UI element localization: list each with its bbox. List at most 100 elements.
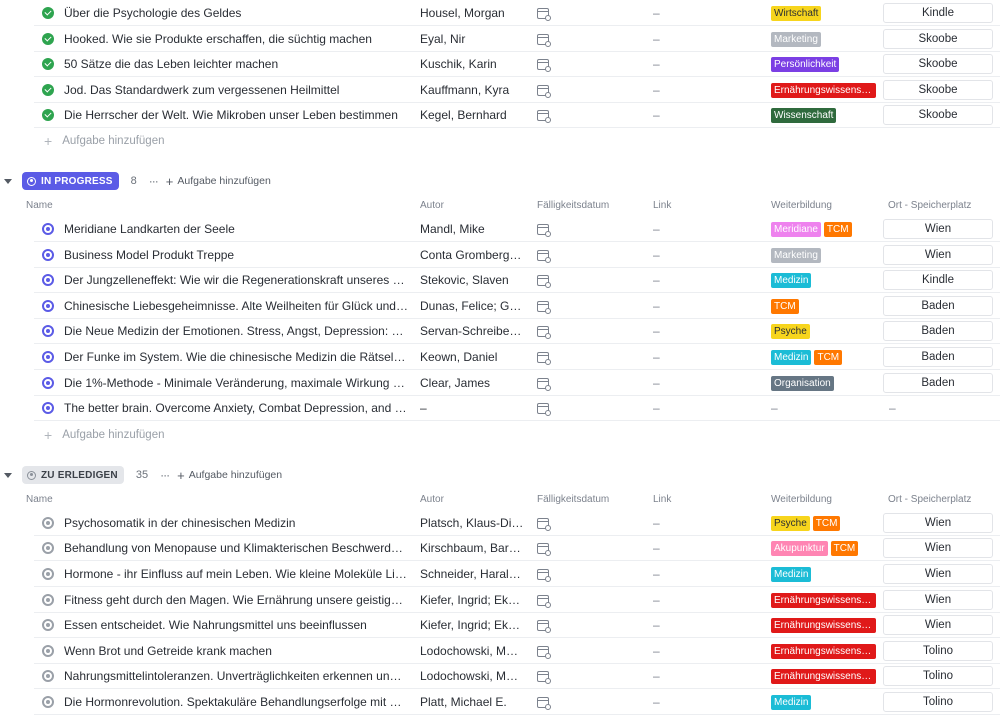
task-name-cell[interactable]: Über die Psychologie des Geldes [42,0,408,26]
table-row[interactable]: Die Neue Medizin der Emotionen. Stress, … [0,318,1000,344]
in-progress-status-icon[interactable] [42,300,54,312]
due-date-cell[interactable] [537,689,557,715]
location-field[interactable]: Wien [883,219,993,239]
calendar-icon[interactable] [537,351,551,365]
task-name-cell[interactable]: Behandlung von Menopause und Klimakteris… [42,535,408,561]
link-cell[interactable]: – [653,267,673,293]
todo-status-icon[interactable] [42,517,54,529]
in-progress-status-icon[interactable] [42,223,54,235]
column-header-ort[interactable]: Ort - Speicherplatz [888,200,972,211]
task-title[interactable]: Essen entscheidet. Wie Nahrungsmittel un… [64,618,367,632]
due-date-cell[interactable] [537,216,557,242]
location-field[interactable]: Wien [883,564,993,584]
tag-label[interactable]: Akupunktur [771,540,828,556]
task-name-cell[interactable]: Jod. Das Standardwerk zum vergessenen He… [42,77,408,103]
link-cell[interactable]: – [653,0,673,26]
tag-label[interactable]: Ernährungswissensc... [771,617,876,633]
task-name-cell[interactable]: Chinesische Liebesgeheimnisse. Alte Weil… [42,293,408,319]
table-row[interactable]: Hormone - ihr Einfluss auf mein Leben. W… [0,561,1000,587]
calendar-icon[interactable] [537,33,551,47]
location-field[interactable]: Wien [883,245,993,265]
due-date-cell[interactable] [537,26,557,52]
calendar-icon[interactable] [537,274,551,288]
link-cell[interactable]: – [653,51,673,77]
todo-status-icon[interactable] [42,568,54,580]
table-row[interactable]: Wenn Brot und Getreide krank machen Lodoc… [0,638,1000,664]
table-row[interactable]: Business Model Produkt Treppe Conta Gromb… [0,242,1000,268]
location-cell[interactable]: Kindle [883,267,993,293]
weiterbildung-cell[interactable]: Ernährungswissensc... [771,612,881,638]
calendar-icon[interactable] [537,670,551,684]
author-cell[interactable]: Kauffmann, Kyra [420,77,524,103]
weiterbildung-cell[interactable]: Marketing [771,242,881,268]
calendar-icon[interactable] [537,109,551,123]
column-header-faelligkeit[interactable]: Fälligkeitsdatum [537,200,610,211]
location-cell[interactable]: Skoobe [883,102,993,128]
column-header-weiterbildung[interactable]: Weiterbildung [771,494,832,505]
due-date-cell[interactable] [537,267,557,293]
todo-status-icon[interactable] [42,645,54,657]
task-title[interactable]: Jod. Das Standardwerk zum vergessenen He… [64,83,340,97]
location-cell[interactable]: Baden [883,370,993,396]
todo-status-icon[interactable] [42,619,54,631]
calendar-icon[interactable] [537,645,551,659]
task-name-cell[interactable]: Wenn Brot und Getreide krank machen [42,638,408,664]
location-field[interactable]: Skoobe [883,80,993,100]
status-badge[interactable]: ZU ERLEDIGEN [22,466,124,484]
due-date-cell[interactable] [537,318,557,344]
task-name-cell[interactable]: Die Neue Medizin der Emotionen. Stress, … [42,318,408,344]
link-cell[interactable]: – [653,535,673,561]
add-task-button[interactable]: + Aufgabe hinzufügen [44,133,165,149]
task-title[interactable]: Business Model Produkt Treppe [64,248,235,262]
group-add-task-button[interactable]: + Aufgabe hinzufügen [177,467,283,483]
task-name-cell[interactable]: The better brain. Overcome Anxiety, Comb… [42,395,408,421]
table-row[interactable]: Nahrungsmittelintoleranzen. Unverträglic… [0,663,1000,689]
task-name-cell[interactable]: Meridiane Landkarten der Seele [42,216,408,242]
column-header-name[interactable]: Name [26,494,53,505]
check-circle-icon[interactable] [42,109,54,121]
due-date-cell[interactable] [537,242,557,268]
tag-label[interactable]: Marketing [771,31,821,47]
link-cell[interactable]: – [653,689,673,715]
due-date-cell[interactable] [537,293,557,319]
author-cell[interactable]: Keown, Daniel [420,344,524,370]
link-cell[interactable]: – [653,242,673,268]
location-cell[interactable]: Baden [883,344,993,370]
tag-label[interactable]: Marketing [771,247,821,263]
location-field[interactable]: Tolino [883,666,993,686]
column-header-ort[interactable]: Ort - Speicherplatz [888,494,972,505]
due-date-cell[interactable] [537,561,557,587]
todo-status-icon[interactable] [42,542,54,554]
in-progress-status-icon[interactable] [42,249,54,261]
author-cell[interactable]: Kiefer, Ingrid; Ekm... [420,612,524,638]
weiterbildung-cell[interactable]: Psyche TCM [771,510,881,536]
due-date-cell[interactable] [537,638,557,664]
location-field[interactable]: Wien [883,538,993,558]
task-title[interactable]: Fitness geht durch den Magen. Wie Ernähr… [64,593,408,607]
task-title[interactable]: Die 1%-Methode - Minimale Veränderung, m… [64,376,408,390]
location-field[interactable]: Kindle [883,270,993,290]
table-row[interactable]: Chinesische Liebesgeheimnisse. Alte Weil… [0,293,1000,319]
weiterbildung-cell[interactable]: TCM [771,293,881,319]
link-cell[interactable]: – [653,510,673,536]
task-title[interactable]: Die Hormonrevolution. Spektakuläre Behan… [64,695,408,709]
location-cell[interactable]: Wien [883,510,993,536]
tag-label[interactable]: TCM [830,540,859,556]
task-name-cell[interactable]: Essen entscheidet. Wie Nahrungsmittel un… [42,612,408,638]
todo-status-icon[interactable] [42,696,54,708]
calendar-icon[interactable] [537,402,551,416]
table-row[interactable]: The better brain. Overcome Anxiety, Comb… [0,395,1000,421]
column-header-name[interactable]: Name [26,200,53,211]
tag-label[interactable]: TCM [814,349,843,365]
calendar-icon[interactable] [537,325,551,339]
tag-label[interactable]: Medizin [771,349,812,365]
task-title[interactable]: Wenn Brot und Getreide krank machen [64,644,272,658]
tag-label[interactable]: Ernährungswissensc... [771,592,876,608]
caret-down-icon[interactable] [4,472,12,478]
table-row[interactable]: Meridiane Landkarten der Seele Mandl, Mik… [0,216,1000,242]
task-name-cell[interactable]: Hormone - ihr Einfluss auf mein Leben. W… [42,561,408,587]
tag-label[interactable]: Organisation [771,375,834,391]
tag-label[interactable]: Psyche [771,323,810,339]
task-title[interactable]: Chinesische Liebesgeheimnisse. Alte Weil… [64,299,408,313]
task-title[interactable]: Hooked. Wie sie Produkte erschaffen, die… [64,32,372,46]
